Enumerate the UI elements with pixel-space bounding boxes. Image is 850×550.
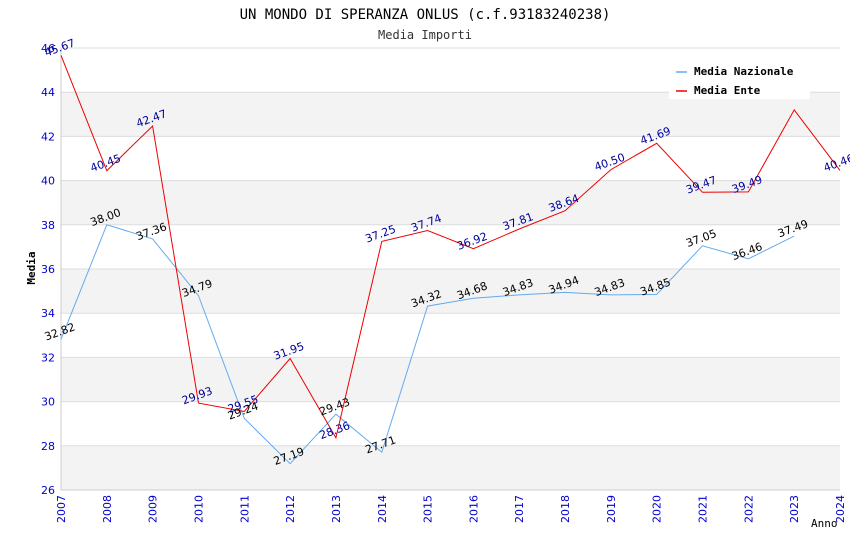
y-axis-label: Media — [25, 251, 38, 284]
series-line-media-nazionale — [60, 224, 795, 465]
chart-subtitle: Media Importi — [378, 28, 472, 42]
plot-band — [61, 401, 840, 446]
plot-band — [61, 445, 840, 490]
plot-band — [61, 313, 840, 358]
x-tick-label: 2016 — [467, 495, 480, 523]
x-tick-label: 2007 — [55, 495, 68, 523]
plot-band — [61, 180, 840, 225]
series-line-media-ente — [60, 55, 841, 440]
y-tick-label: 38 — [41, 219, 55, 232]
plot-band — [61, 224, 840, 269]
series-lines — [60, 55, 841, 465]
x-tick-label: 2019 — [605, 495, 618, 523]
y-tick-label: 30 — [41, 396, 55, 409]
y-tick-label: 40 — [41, 175, 55, 188]
x-tick-label: 2013 — [330, 495, 343, 523]
x-tick-label: 2011 — [238, 495, 251, 523]
y-tick-labels: 26 28 30 32 34 36 38 40 42 44 46 — [41, 42, 55, 497]
plot-band — [61, 92, 840, 137]
plot-band — [61, 136, 840, 181]
x-tick-label: 2012 — [284, 495, 297, 523]
y-tick-label: 28 — [41, 440, 55, 453]
y-tick-label: 32 — [41, 351, 55, 364]
legend-label: Media Nazionale — [694, 65, 794, 78]
legend-box — [669, 59, 810, 99]
y-tick-label: 34 — [41, 307, 55, 320]
y-tick-label: 42 — [41, 130, 55, 143]
axes — [60, 48, 840, 491]
x-tick-label: 2017 — [513, 495, 526, 523]
chart-title: UN MONDO DI SPERANZA ONLUS (c.f.93183240… — [240, 7, 611, 23]
y-tick-label: 26 — [41, 484, 55, 497]
x-tick-label: 2021 — [697, 495, 710, 523]
plot-background — [61, 48, 840, 490]
y-tick-label: 36 — [41, 263, 55, 276]
x-tick-label: 2008 — [101, 495, 114, 523]
plot-band — [61, 269, 840, 314]
x-tick-label: 2023 — [788, 495, 801, 523]
y-tick-label: 46 — [41, 42, 55, 55]
x-tick-labels: 2007 2008 2009 2010 2011 2012 2013 2014 2015 2016… — [55, 495, 847, 523]
x-tick-label: 2020 — [651, 495, 664, 523]
legend-label: Media Ente — [694, 84, 761, 97]
plot-band — [61, 357, 840, 402]
x-tick-label: 2024 — [834, 495, 847, 523]
x-tick-label: 2009 — [147, 495, 160, 523]
x-tick-label: 2015 — [422, 495, 435, 523]
x-axis-label: Anno — [811, 517, 838, 530]
x-tick-label: 2014 — [376, 495, 389, 523]
x-tick-label: 2010 — [192, 495, 205, 523]
y-tick-label: 44 — [41, 86, 55, 99]
x-tick-label: 2018 — [559, 495, 572, 523]
x-tick-label: 2022 — [742, 495, 755, 523]
legend: Media Nazionale Media Ente — [669, 59, 810, 99]
